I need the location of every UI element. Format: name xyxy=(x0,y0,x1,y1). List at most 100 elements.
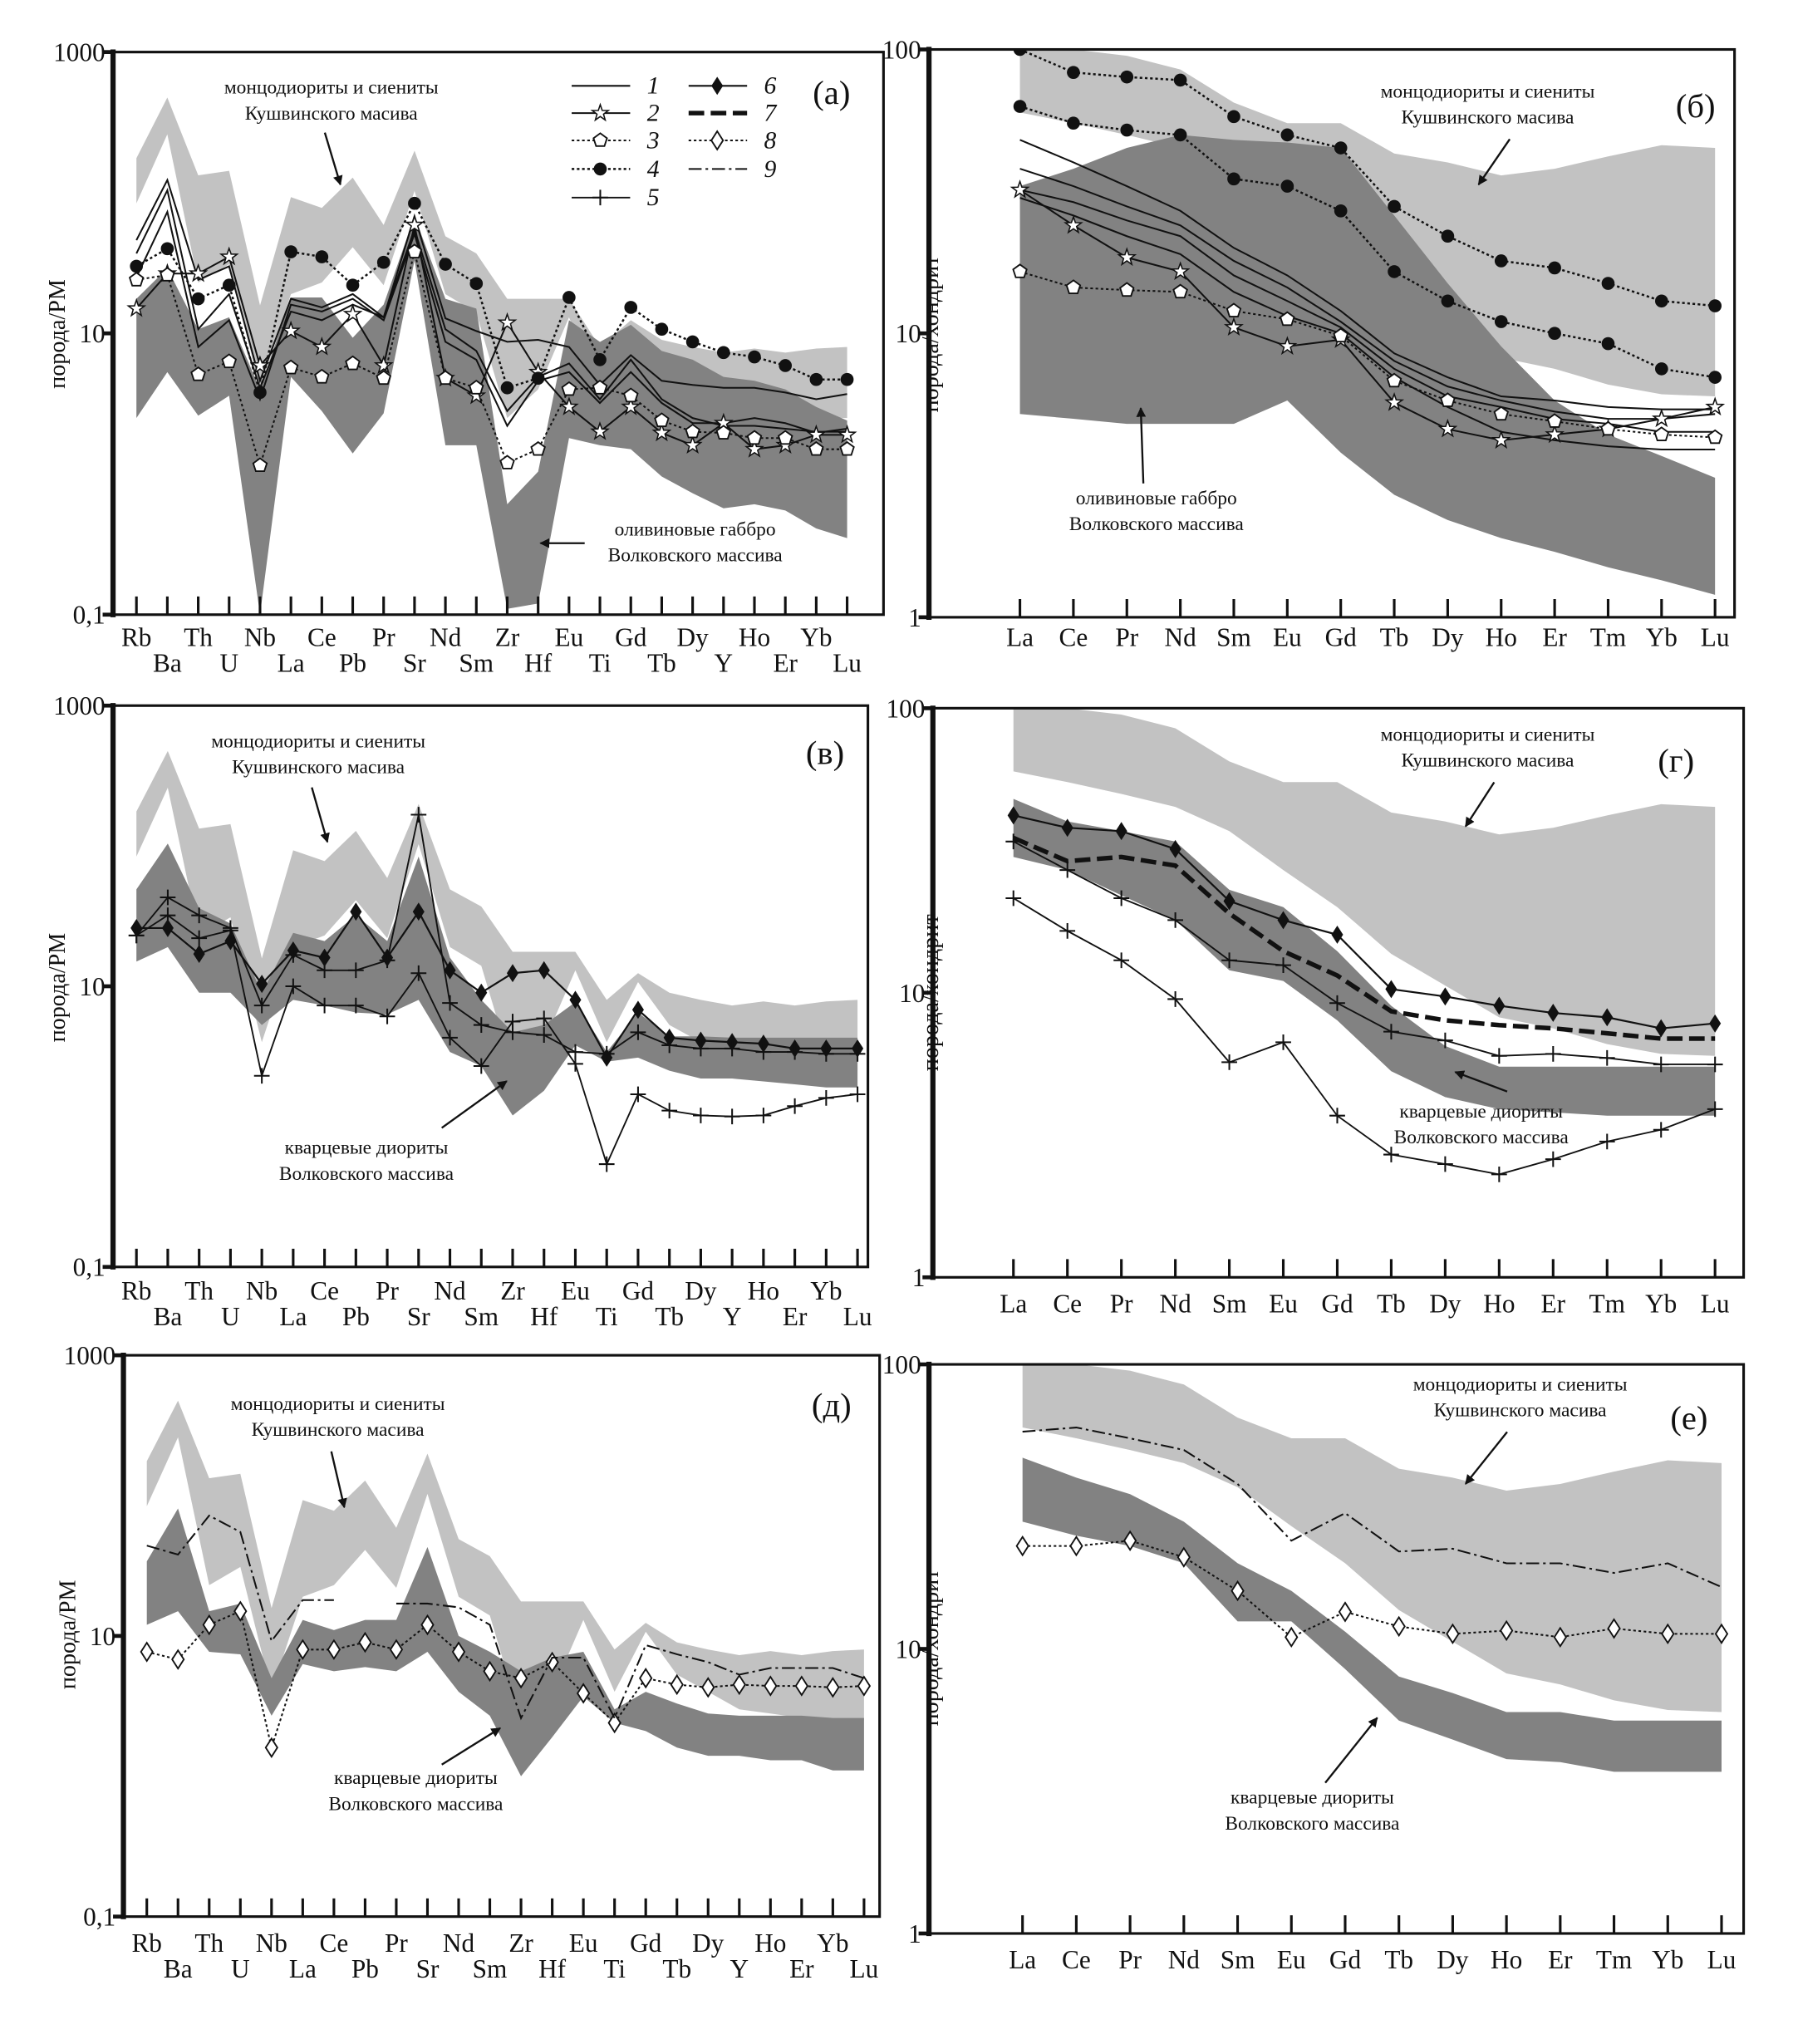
pentagon-marker xyxy=(561,381,577,396)
cross-marker xyxy=(1599,1133,1615,1150)
x-tick-label: Dy xyxy=(1429,1290,1461,1319)
star-marker xyxy=(249,355,270,375)
cross-marker xyxy=(567,1055,583,1072)
pentagon-marker xyxy=(469,379,484,395)
arrow-icon xyxy=(440,1080,508,1129)
circle-marker xyxy=(1494,254,1508,268)
series-4 xyxy=(1013,49,1722,312)
y-axis-label: порода/хондрит xyxy=(918,914,944,1071)
pentagon-marker xyxy=(1279,311,1295,327)
cross-marker xyxy=(1005,890,1022,907)
x-tick-label: Ba xyxy=(164,1954,193,1983)
field-annotation: монцодиориты и сиениты xyxy=(211,730,425,752)
x-tick-label: Yb xyxy=(1646,622,1678,651)
x-tick-label: Sr xyxy=(416,1954,440,1983)
x-tick-label: Tb xyxy=(662,1954,691,1983)
y-tick-label: 1000 xyxy=(53,38,106,67)
cross-marker xyxy=(191,930,208,946)
panel-label: (г) xyxy=(1658,742,1694,779)
x-tick-label: Zr xyxy=(495,622,520,651)
cross-marker xyxy=(693,1108,709,1123)
series-line xyxy=(1019,197,1716,451)
legend-item: 6 xyxy=(688,73,776,100)
arrow-icon xyxy=(1136,406,1147,484)
x-tick-label: Zr xyxy=(508,1929,533,1958)
circle-marker xyxy=(748,350,761,364)
circle-marker xyxy=(593,353,607,366)
pentagon-marker xyxy=(1653,426,1670,441)
cross-marker xyxy=(755,1044,772,1060)
cross-marker xyxy=(818,1045,834,1062)
cross-marker xyxy=(755,1108,772,1123)
cross-marker xyxy=(630,1024,646,1040)
filled-diamond-marker xyxy=(506,964,519,983)
x-tick-label: Lu xyxy=(1701,622,1730,651)
x-tick-label: Nd xyxy=(1165,622,1197,651)
x-tick-label: Yb xyxy=(817,1929,848,1958)
open-diamond-marker xyxy=(1446,1623,1460,1645)
series-5 xyxy=(1005,890,1723,1182)
filled-diamond-marker xyxy=(1493,996,1506,1015)
x-tick-label: Ba xyxy=(154,1302,183,1331)
cross-marker xyxy=(536,1010,553,1027)
y-axis-label: порода/хондрит xyxy=(918,256,944,413)
panel-label: (д) xyxy=(812,1387,852,1424)
legend-item: 1 xyxy=(572,73,660,100)
x-tick-label: Rb xyxy=(121,1276,152,1305)
circle-marker xyxy=(1280,179,1294,193)
cross-marker xyxy=(1653,1122,1669,1138)
x-tick-label: Y xyxy=(723,1302,742,1331)
pentagon-marker xyxy=(1119,282,1135,297)
cross-marker xyxy=(724,1108,740,1125)
volkovsky-field-band xyxy=(1019,135,1716,595)
cross-marker xyxy=(849,1045,866,1062)
filled-diamond-marker xyxy=(1385,980,1398,999)
cross-marker xyxy=(693,1040,709,1057)
legend-item: 8 xyxy=(688,127,776,154)
panel-label: (е) xyxy=(1670,1399,1707,1437)
x-tick-label: Ho xyxy=(754,1929,786,1958)
volkovsky-field-band xyxy=(146,1508,864,1776)
x-tick-label: Th xyxy=(184,622,213,651)
star-marker xyxy=(837,424,857,444)
open-diamond-marker xyxy=(1714,1623,1729,1645)
open-diamond-marker xyxy=(140,1641,154,1663)
filled-diamond-marker xyxy=(1007,806,1019,825)
x-tick-label: Th xyxy=(194,1929,224,1958)
x-tick-label: Pr xyxy=(1115,622,1138,651)
arrow-icon xyxy=(1465,1431,1508,1485)
x-tick-label: Pb xyxy=(351,1954,379,1983)
open-diamond-marker xyxy=(1285,1626,1299,1648)
x-tick-label: Pb xyxy=(342,1302,370,1331)
pentagon-marker xyxy=(128,272,145,287)
x-tick-label: Ho xyxy=(1486,622,1517,651)
cross-marker xyxy=(1275,1034,1291,1050)
star-marker xyxy=(1491,430,1511,450)
x-tick-label: Nb xyxy=(256,1929,287,1958)
pentagon-marker xyxy=(746,430,763,445)
pentagon-marker xyxy=(592,132,608,147)
cross-marker xyxy=(1005,833,1022,850)
field-annotation: Волковского массива xyxy=(1394,1127,1569,1148)
circle-marker xyxy=(1655,362,1668,376)
filled-diamond-marker xyxy=(711,76,724,96)
cross-marker xyxy=(1221,952,1237,969)
cross-marker xyxy=(1437,1156,1453,1172)
circle-marker xyxy=(593,162,607,176)
series-6 xyxy=(130,902,864,1067)
cross-marker xyxy=(630,1086,646,1103)
series-line xyxy=(1019,270,1716,439)
series-3 xyxy=(1012,263,1723,445)
star-marker xyxy=(281,320,302,340)
circle-marker xyxy=(1655,294,1668,308)
field-annotation: Волковского массива xyxy=(279,1163,454,1185)
filled-diamond-marker xyxy=(569,990,582,1010)
open-diamond-marker xyxy=(451,1641,466,1663)
y-tick-label: 1 xyxy=(908,603,921,632)
cross-marker xyxy=(1167,912,1183,928)
plot-area xyxy=(128,750,866,1172)
x-tick-label: Sm xyxy=(473,1954,508,1983)
x-tick-label: Er xyxy=(1542,622,1567,651)
series-9 xyxy=(1022,1427,1722,1589)
cross-marker xyxy=(818,1090,834,1106)
